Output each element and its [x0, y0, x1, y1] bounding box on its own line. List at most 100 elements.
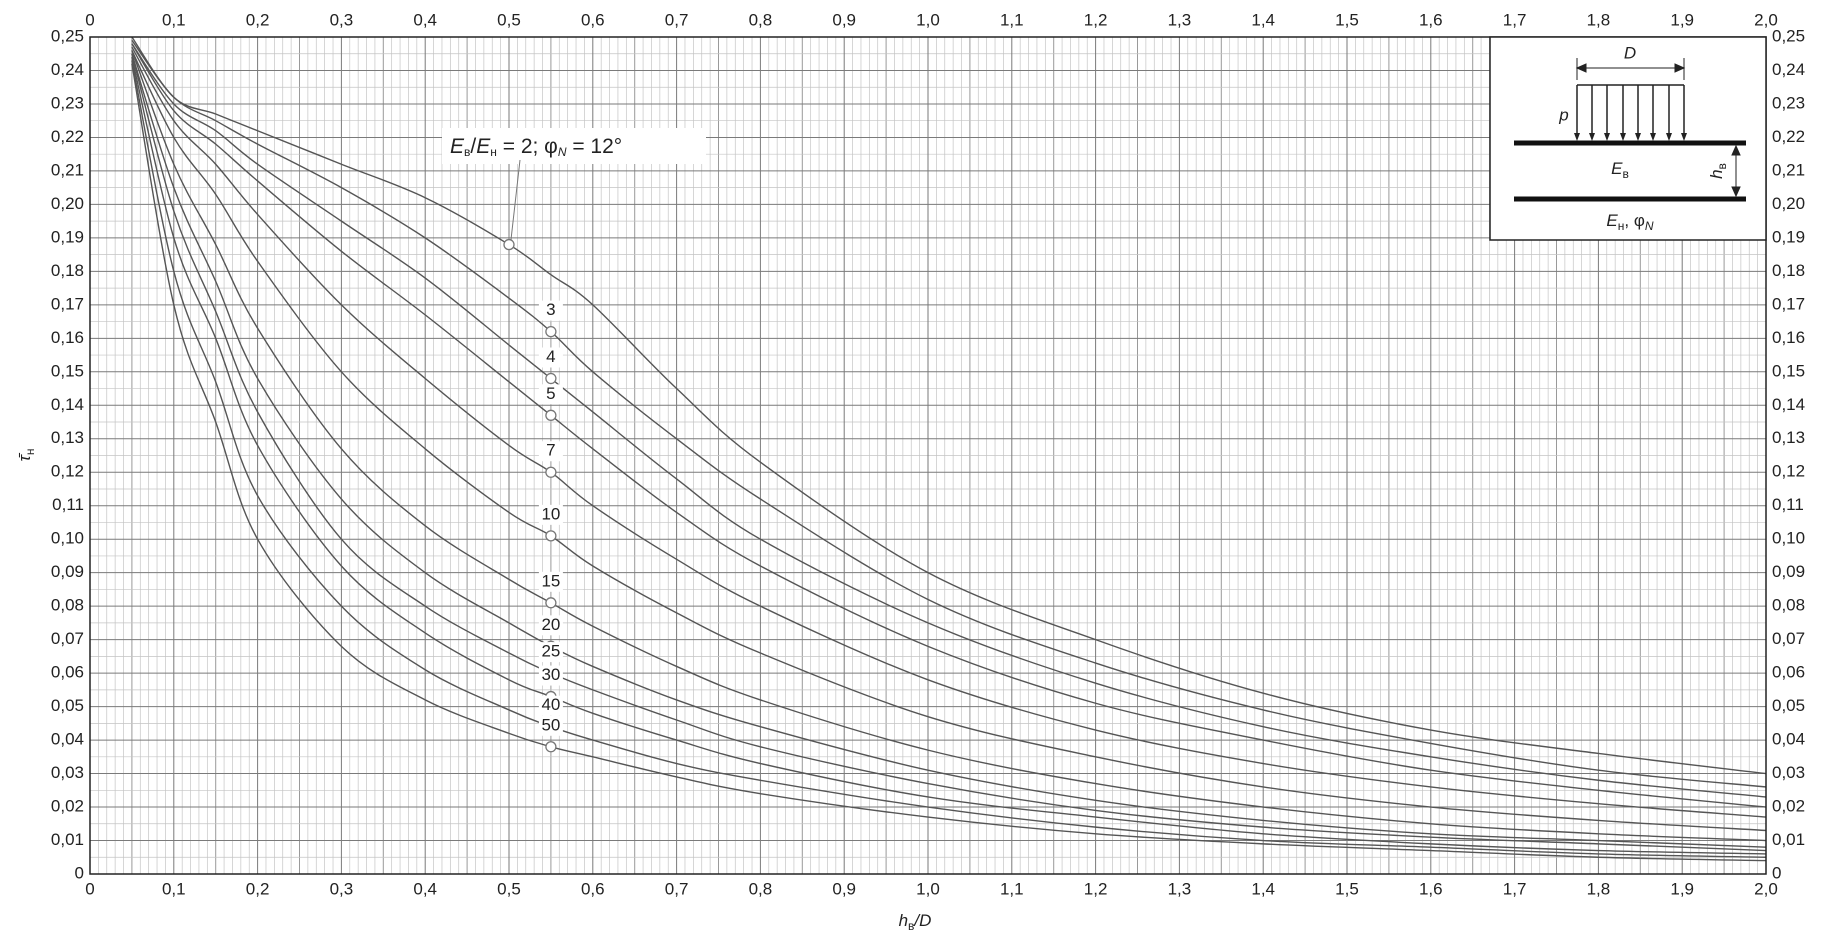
inset-e-top-main: E [1611, 159, 1623, 178]
x-tick-label: 0,9 [832, 879, 856, 898]
y-tick-label-right: 0,18 [1772, 261, 1805, 280]
legend-entry: 2 [521, 135, 533, 158]
label-marker [545, 325, 557, 338]
label-marker [545, 466, 557, 478]
x-tick-label-top: 0,5 [497, 10, 521, 29]
x-tick-label-top: 1,9 [1670, 10, 1694, 29]
x-tick-label: 0,8 [749, 879, 773, 898]
series-line [131, 60, 1767, 858]
x-tick-label-top: 0,4 [413, 10, 437, 29]
y-tick-label: 0,21 [51, 160, 84, 179]
y-axis-label: τ̄н [15, 449, 37, 462]
inset-e-top-sub: в [1622, 167, 1628, 181]
y-tick-label: 0,10 [51, 529, 84, 548]
inset-d: D [1624, 43, 1636, 62]
series-line [131, 43, 1767, 808]
y-tick-label-right: 0,10 [1772, 529, 1805, 548]
series-line [131, 43, 1767, 798]
y-tick-label: 0,14 [51, 395, 84, 414]
x-tick-label: 1,3 [1168, 879, 1192, 898]
inset-e-bottom: Eн, φN [1606, 211, 1653, 233]
series-line [131, 36, 1767, 775]
series-line [131, 56, 1767, 855]
y-tick-label: 0,24 [51, 60, 84, 79]
x-tick-label-top: 1,7 [1503, 10, 1527, 29]
label-marker [545, 741, 557, 753]
inset-h-main: h [1707, 169, 1726, 178]
y-tick-label-right: 0,15 [1772, 361, 1805, 380]
y-tick-label: 0,04 [51, 730, 84, 749]
x-tick-label-top: 0,1 [162, 10, 186, 29]
leader-line [510, 159, 521, 240]
y-tick-label-right: 0,12 [1772, 462, 1805, 481]
y-tick-label: 0,09 [51, 562, 84, 581]
inset-p: p [1558, 105, 1568, 124]
label-background [538, 615, 563, 636]
y-tick-label: 0,22 [51, 127, 84, 146]
annotation: Eв/Eн = 2; φN = 12° [450, 135, 622, 160]
annotation-slash: / [470, 135, 476, 158]
label-background [538, 715, 563, 736]
y-tick-label-right: 0,19 [1772, 227, 1805, 246]
y-tick-label: 0,05 [51, 696, 84, 715]
x-tick-label: 1,2 [1084, 879, 1108, 898]
y-tick-label-right: 0,13 [1772, 428, 1805, 447]
inset-phi-sub: N [1645, 219, 1654, 233]
x-tick-label: 0 [85, 879, 94, 898]
legend-entry: 7 [546, 441, 555, 460]
y-tick-label-right: 0,16 [1772, 328, 1805, 347]
x-tick-label-top: 1,6 [1419, 10, 1443, 29]
x-tick-label: 0,5 [497, 879, 521, 898]
x-label-main: h [899, 911, 908, 930]
y-tick-label-right: 0,24 [1772, 60, 1805, 79]
x-tick-label: 0,3 [330, 879, 354, 898]
x-label-sub: в [908, 919, 914, 933]
dim-arrow [1575, 63, 1686, 73]
annotation-e1: E [450, 135, 465, 158]
load-arrows [1576, 84, 1685, 138]
y-tick-label: 0,15 [51, 361, 84, 380]
label-marker [545, 409, 557, 421]
y-tick-label-right: 0,20 [1772, 194, 1805, 213]
y-tick-label: 0,23 [51, 93, 84, 112]
y-tick-label-right: 0,05 [1772, 696, 1805, 715]
x-tick-label: 1,5 [1335, 879, 1359, 898]
x-tick-label-top: 1,0 [916, 10, 940, 29]
x-label-rest: /D [913, 911, 931, 930]
x-tick-label-top: 0,9 [832, 10, 856, 29]
label-background [538, 665, 563, 686]
grid [89, 36, 1767, 875]
y-tick-label: 0,08 [51, 596, 84, 615]
inset-h-sub: в [1715, 163, 1729, 169]
curves [131, 36, 1767, 862]
inset-e-bottom-sub: н [1618, 219, 1625, 233]
x-tick-label-top: 1,2 [1084, 10, 1108, 29]
y-label-sub: н [23, 449, 37, 456]
x-tick-label: 1,7 [1503, 879, 1527, 898]
legend-entry: 50 [541, 715, 560, 734]
y-label-main: τ̄ [15, 452, 34, 461]
x-tick-label: 1,6 [1419, 879, 1443, 898]
x-tick-label-top: 0 [85, 10, 94, 29]
annotation-phi-value: = 12° [566, 135, 622, 158]
y-tick-label: 0,18 [51, 261, 84, 280]
legend-entry: 3 [546, 300, 555, 319]
plot-frame [89, 36, 1767, 875]
inset-frame [1489, 36, 1767, 241]
legend-entry: 30 [541, 665, 560, 684]
y-tick-label-right: 0,07 [1772, 629, 1805, 648]
inset-h: hв [1707, 163, 1729, 179]
y-tick-label: 0,07 [51, 629, 84, 648]
legend-entry: 10 [541, 504, 560, 523]
series-line [131, 53, 1767, 852]
x-tick-label-top: 1,4 [1251, 10, 1275, 29]
x-tick-label: 1,0 [916, 879, 940, 898]
y-tick-label-right: 0 [1772, 863, 1781, 882]
y-tick-label: 0,01 [51, 830, 84, 849]
y-tick-label-right: 0,08 [1772, 596, 1805, 615]
legend-entry: 25 [541, 642, 560, 661]
label-marker [503, 238, 515, 251]
legend-entry: 5 [546, 384, 555, 403]
